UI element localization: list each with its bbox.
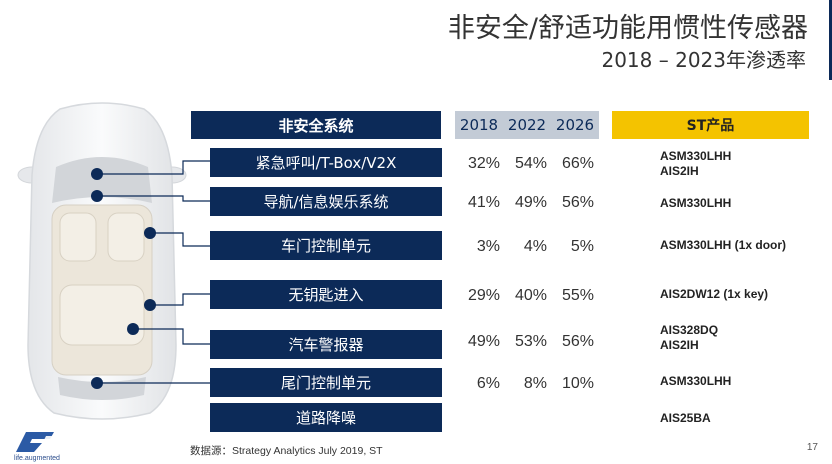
product-name: ASM330LHH <box>660 196 732 210</box>
product-name: AIS328DQ <box>660 323 719 337</box>
logo-tagline: life.augmented <box>14 455 60 462</box>
pct-2026: 56% <box>561 194 594 211</box>
pct-2026: 10% <box>561 375 594 392</box>
product-list: AIS2DW12 (1x key) <box>660 287 768 302</box>
car-illustration <box>17 102 187 420</box>
pct-2026: 55% <box>561 287 594 304</box>
slide-title: 非安全/舒适功能用惯性传感器 <box>447 13 808 44</box>
system-label-emergency-call: 紧急呼叫/T-Box/V2X <box>210 148 442 177</box>
slide-subtitle: 2018 – 2023年渗透率 <box>601 48 806 72</box>
product-name: AIS2IH <box>660 164 699 178</box>
product-name: ASM330LHH <box>660 374 732 388</box>
product-name: AIS25BA <box>660 411 711 425</box>
page-number: 17 <box>806 442 818 453</box>
pct-2026: 5% <box>570 238 594 255</box>
product-list: ASM330LHH (1x door) <box>660 238 786 253</box>
pct-2026: 66% <box>561 155 594 172</box>
system-label-keyless-entry: 无钥匙进入 <box>210 280 442 309</box>
system-label-navigation: 导航/信息娱乐系统 <box>210 187 442 216</box>
system-label-tailgate-control: 尾门控制单元 <box>210 368 442 397</box>
pct-2018: 41% <box>467 194 500 211</box>
sensor-dot <box>127 323 139 335</box>
system-header: 非安全系统 <box>191 111 441 139</box>
pct-2018: 49% <box>467 333 500 350</box>
year-header-2018: 2018 <box>455 111 503 139</box>
sensor-dot <box>91 190 103 202</box>
pct-2018: 29% <box>467 287 500 304</box>
sensor-dot <box>91 377 103 389</box>
pct-2022: 8% <box>523 375 547 392</box>
year-header-2026: 2026 <box>551 111 599 139</box>
product-name: ASM330LHH <box>660 149 732 163</box>
accent-line <box>829 0 832 80</box>
product-header: ST产品 <box>612 111 809 139</box>
system-label-road-noise-cancellation: 道路降噪 <box>210 403 442 432</box>
year-header-2022: 2022 <box>503 111 551 139</box>
pct-2022: 40% <box>514 287 547 304</box>
product-name: AIS2IH <box>660 338 699 352</box>
product-name: AIS2DW12 (1x key) <box>660 287 769 301</box>
product-list: AIS25BA <box>660 411 711 426</box>
product-list: AIS328DQ AIS2IH <box>660 323 718 353</box>
pct-2022: 49% <box>514 194 547 211</box>
system-label-car-alarm: 汽车警报器 <box>210 330 442 359</box>
product-list: ASM330LHH <box>660 374 731 389</box>
sensor-dot <box>144 299 156 311</box>
product-name: ASM330LHH (1x door) <box>660 238 787 252</box>
pct-2026: 56% <box>561 333 594 350</box>
pct-2022: 54% <box>514 155 547 172</box>
sensor-dot <box>91 168 103 180</box>
pct-2018: 32% <box>467 155 500 172</box>
pct-2018: 6% <box>476 375 500 392</box>
product-list: ASM330LHH AIS2IH <box>660 149 731 179</box>
sensor-dot <box>144 227 156 239</box>
st-logo-icon <box>16 432 54 452</box>
pct-2022: 4% <box>523 238 547 255</box>
product-list: ASM330LHH <box>660 196 731 211</box>
system-label-door-control: 车门控制单元 <box>210 231 442 260</box>
pct-2018: 3% <box>476 238 500 255</box>
data-source-note: 数据源：Strategy Analytics July 2019, ST <box>190 445 383 457</box>
pct-2022: 53% <box>514 333 547 350</box>
